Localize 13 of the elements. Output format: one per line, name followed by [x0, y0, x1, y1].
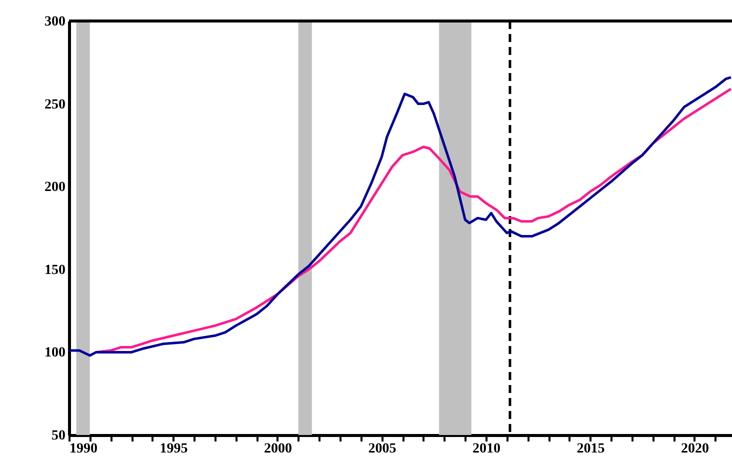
x-tick-label: 2000 — [264, 442, 292, 456]
x-tick-label: 1990 — [70, 442, 98, 456]
y-tick-label: 300 — [44, 14, 66, 30]
y-tick-label: 150 — [44, 262, 66, 278]
x-tick-label: 1995 — [160, 442, 188, 456]
x-tick-label: 2010 — [472, 442, 500, 456]
y-tick-label: 100 — [44, 346, 66, 361]
y-tick-label: 250 — [44, 97, 66, 112]
y-tick-label: 200 — [44, 180, 66, 196]
x-tick-label: 2005 — [368, 442, 396, 456]
x-tick-label: 2020 — [680, 442, 709, 456]
y-tick-label: 50 — [52, 428, 66, 444]
x-tick-label: 2015 — [576, 442, 605, 456]
